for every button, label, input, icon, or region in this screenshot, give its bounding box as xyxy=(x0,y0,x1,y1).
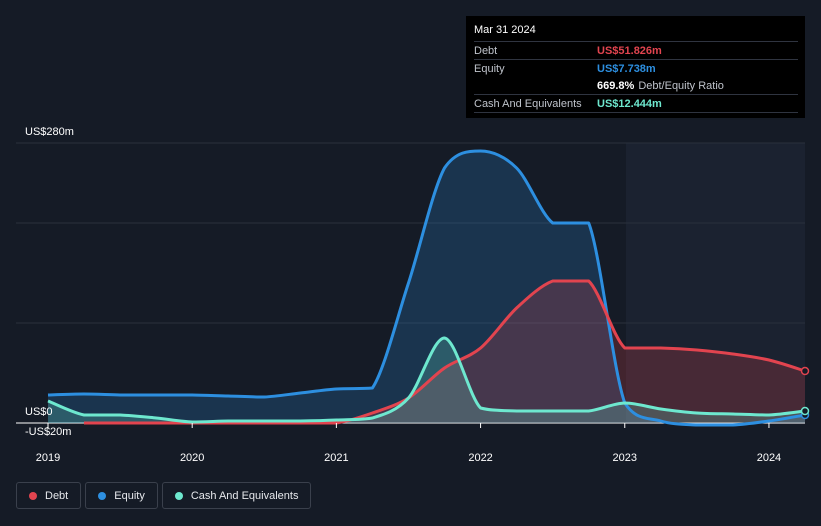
legend-dot-cash xyxy=(174,491,183,500)
x-tick-label: 2023 xyxy=(613,452,637,464)
legend-dot-equity xyxy=(98,491,107,500)
y-tick-label: -US$20m xyxy=(25,426,71,438)
tooltip-equity-value: US$7.738m xyxy=(597,62,656,75)
tooltip-debt-label: Debt xyxy=(474,44,498,57)
hover-highlight-band xyxy=(626,143,805,424)
area-cash xyxy=(48,338,805,423)
tooltip-equity-label: Equity xyxy=(474,62,505,75)
line-cash xyxy=(47,336,806,424)
tooltip-row-ratio: 669.8% Debt/Equity Ratio xyxy=(474,77,798,94)
x-tick-label: 2024 xyxy=(757,452,781,464)
area-debt xyxy=(84,281,805,423)
tooltip-debt-value: US$51.826m xyxy=(597,44,662,57)
line-equity xyxy=(47,149,806,427)
tooltip-ratio-value: 669.8% xyxy=(597,79,635,92)
y-tick-label: US$280m xyxy=(25,126,74,138)
legend: Debt Equity Cash And Equivalents xyxy=(16,482,312,509)
legend-dot-debt xyxy=(29,491,37,500)
tooltip-date: Mar 31 2024 xyxy=(474,24,536,36)
x-tick-label: 2019 xyxy=(36,452,60,464)
tooltip: Mar 31 2024 Debt US$51.826m Equity US$7.… xyxy=(466,16,805,118)
tooltip-row-equity: Equity US$7.738m xyxy=(474,59,798,77)
legend-label-cash: Cash And Equivalents xyxy=(190,489,299,502)
x-tick-label: 2022 xyxy=(468,452,492,464)
tooltip-cash-label: Cash And Equivalents xyxy=(474,97,582,110)
x-tick-label: 2020 xyxy=(180,452,204,464)
tooltip-ratio-label: Debt/Equity Ratio xyxy=(638,79,724,92)
y-tick-label: US$0 xyxy=(25,406,53,418)
tooltip-bottom-rule xyxy=(474,112,798,130)
legend-item-debt[interactable]: Debt xyxy=(16,482,82,509)
legend-item-cash[interactable]: Cash And Equivalents xyxy=(161,482,312,509)
tooltip-row-cash: Cash And Equivalents US$12.444m xyxy=(474,94,798,112)
tooltip-cash-value: US$12.444m xyxy=(597,97,662,110)
data-point-cash xyxy=(800,406,810,416)
x-tick-label: 2021 xyxy=(324,452,348,464)
tooltip-row-debt: Debt US$51.826m xyxy=(474,41,798,59)
legend-item-equity[interactable]: Equity xyxy=(85,482,158,509)
area-equity xyxy=(48,151,805,425)
legend-label-equity: Equity xyxy=(114,489,145,502)
legend-label-debt: Debt xyxy=(45,489,69,502)
data-point-debt xyxy=(800,366,810,376)
